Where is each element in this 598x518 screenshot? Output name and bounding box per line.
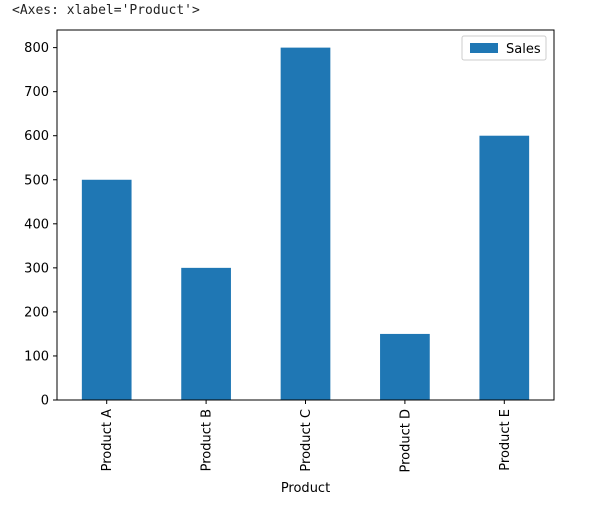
x-tick-label: Product B: [200, 409, 215, 471]
x-axis-label: Product: [281, 481, 330, 496]
x-axis: Product A Product B Product C Product D Prod…: [100, 400, 513, 473]
legend-box: [461, 35, 547, 61]
y-axis: 0 100 200 300 400 500 600 700 800: [24, 41, 57, 409]
y-tick-label: 500: [24, 173, 49, 188]
y-tick-label: 700: [24, 85, 49, 100]
y-tick-label: 100: [24, 349, 49, 364]
x-tick-label: Product D: [398, 409, 413, 473]
legend-swatch-sales: [470, 43, 498, 53]
bar-product-d: [380, 333, 430, 400]
legend-label-sales: Sales: [506, 42, 541, 57]
y-tick-label: 300: [24, 261, 49, 276]
bars-group: [81, 47, 530, 400]
bar-product-e: [479, 135, 530, 400]
y-tick-label: 200: [24, 305, 49, 320]
bar-product-a: [81, 179, 132, 400]
bar-product-b: [181, 267, 231, 400]
x-tick-label: Product E: [498, 409, 513, 471]
x-tick-label: Product A: [100, 409, 115, 471]
axes-repr-text: <Axes: xlabel='Product'>: [12, 3, 200, 18]
legend: Sales: [461, 35, 547, 61]
x-tick-label: Product C: [299, 409, 314, 472]
y-tick-label: 800: [24, 41, 49, 56]
bar-product-c: [280, 47, 331, 400]
y-tick-label: 600: [24, 129, 49, 144]
y-tick-label: 400: [24, 217, 49, 232]
y-tick-label: 0: [41, 394, 49, 409]
